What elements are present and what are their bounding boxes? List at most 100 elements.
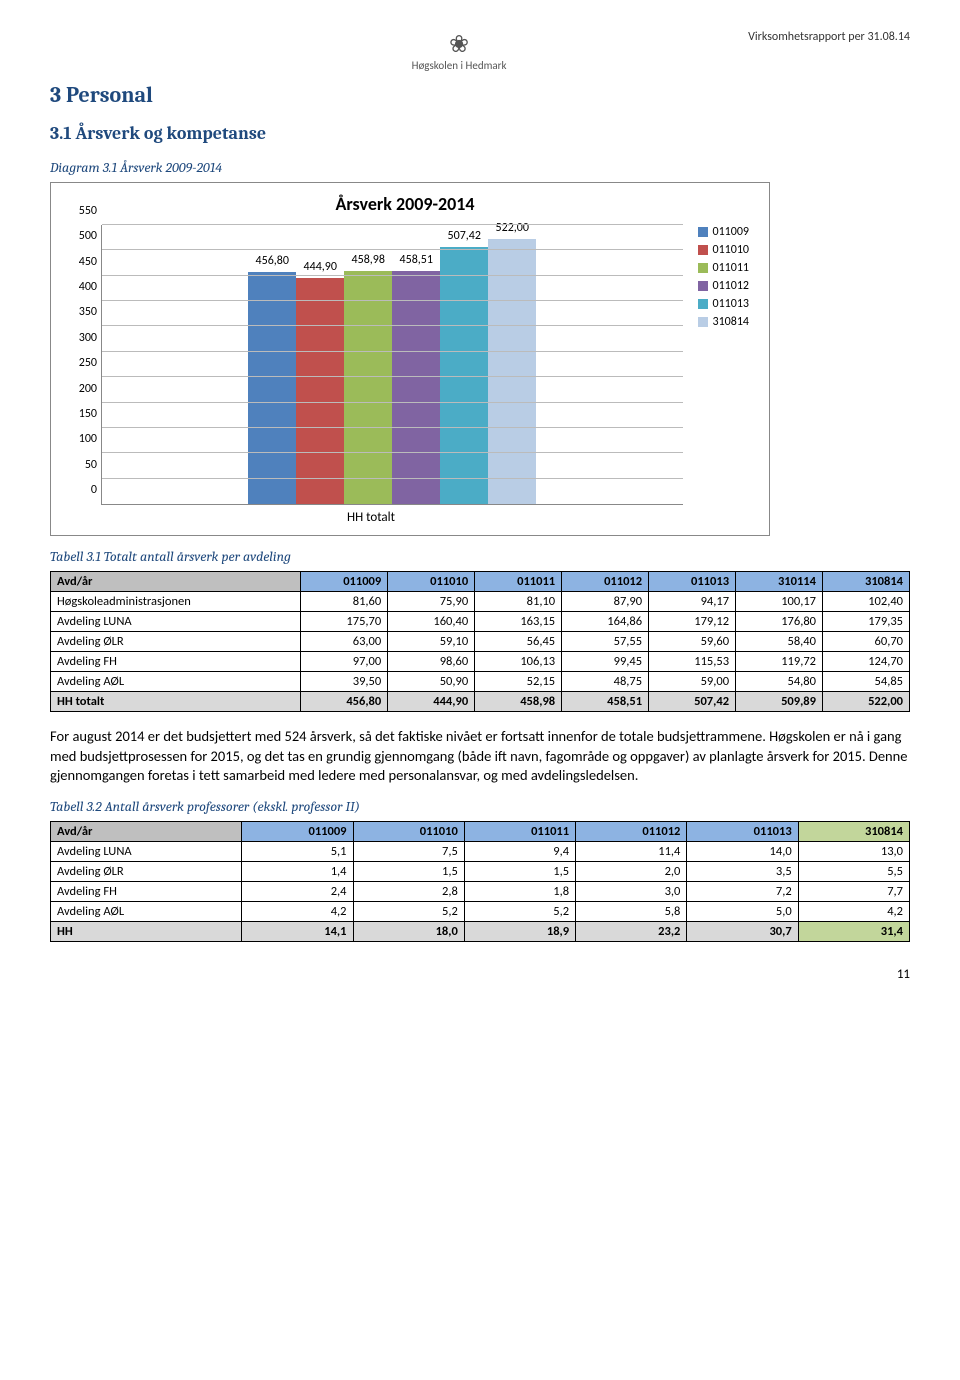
table-total-row: HH14,118,018,923,230,731,4 (51, 921, 910, 941)
table2-caption: Tabell 3.2 Antall årsverk professorer (e… (50, 798, 910, 815)
cell: 115,53 (649, 652, 736, 672)
total-cell: 18,9 (464, 921, 575, 941)
cell: 124,70 (822, 652, 909, 672)
total-label: HH (51, 921, 242, 941)
cell: 3,5 (687, 861, 798, 881)
cell: 1,5 (464, 861, 575, 881)
bar-value-label: 444,90 (304, 260, 337, 274)
cell: 5,1 (242, 841, 353, 861)
bar: 458,98 (344, 271, 392, 504)
cell: 4,2 (242, 901, 353, 921)
cell: 59,60 (649, 632, 736, 652)
table-column-header: 011009 (242, 821, 353, 841)
report-date: Virksomhetsrapport per 31.08.14 (748, 30, 910, 44)
legend-item: 011010 (698, 243, 750, 257)
total-cell: 507,42 (649, 692, 736, 712)
page-header: ❀ Høgskolen i Hedmark Virksomhetsrapport… (50, 30, 910, 72)
chart-plot: 456,80444,90458,98458,51507,42522,00 050… (101, 225, 683, 505)
chart-title: Årsverk 2009-2014 (61, 193, 749, 215)
legend-item: 011011 (698, 261, 750, 275)
cell: 1,5 (353, 861, 464, 881)
cell: 2,0 (576, 861, 687, 881)
cell: 102,40 (822, 592, 909, 612)
cell: 97,00 (301, 652, 388, 672)
cell: 106,13 (475, 652, 562, 672)
total-cell: 458,51 (562, 692, 649, 712)
legend-label: 011009 (713, 225, 750, 239)
y-tick-label: 200 (67, 382, 97, 396)
table-column-header: 310814 (822, 572, 909, 592)
cell: 63,00 (301, 632, 388, 652)
total-cell: 456,80 (301, 692, 388, 712)
cell: 9,4 (464, 841, 575, 861)
table-header-label: Avd/år (51, 572, 301, 592)
total-cell: 14,1 (242, 921, 353, 941)
cell: 59,00 (649, 672, 736, 692)
cell: 59,10 (388, 632, 475, 652)
row-label: Avdeling FH (51, 652, 301, 672)
row-label: Avdeling ØLR (51, 861, 242, 881)
total-cell: 23,2 (576, 921, 687, 941)
cell: 7,2 (687, 881, 798, 901)
logo-text: Høgskolen i Hedmark (170, 59, 748, 72)
legend-swatch (698, 263, 708, 273)
table-column-header: 011012 (576, 821, 687, 841)
table-row: Avdeling ØLR1,41,51,52,03,55,5 (51, 861, 910, 881)
bar: 458,51 (392, 271, 440, 504)
table-column-header: 011013 (687, 821, 798, 841)
chart-caption: Diagram 3.1 Årsverk 2009-2014 (50, 159, 910, 176)
cell: 2,4 (242, 881, 353, 901)
legend-item: 011012 (698, 279, 750, 293)
chart-container: Årsverk 2009-2014 456,80444,90458,98458,… (50, 182, 770, 536)
cell: 175,70 (301, 612, 388, 632)
table-column-header: 310114 (736, 572, 823, 592)
cell: 14,0 (687, 841, 798, 861)
table-row: Avdeling FH97,0098,60106,1399,45115,5311… (51, 652, 910, 672)
row-label: Avdeling AØL (51, 672, 301, 692)
table-row: Avdeling ØLR63,0059,1056,4557,5559,6058,… (51, 632, 910, 652)
cell: 39,50 (301, 672, 388, 692)
table-total-row: HH totalt456,80444,90458,98458,51507,425… (51, 692, 910, 712)
legend-label: 011012 (713, 279, 750, 293)
chart-x-label: HH totalt (101, 510, 641, 525)
row-label: Høgskoleadministrasjonen (51, 592, 301, 612)
cell: 1,4 (242, 861, 353, 881)
cell: 58,40 (736, 632, 823, 652)
legend-label: 011013 (713, 297, 750, 311)
cell: 179,35 (822, 612, 909, 632)
y-tick-label: 450 (67, 255, 97, 269)
legend-label: 310814 (713, 315, 750, 329)
cell: 5,8 (576, 901, 687, 921)
legend-label: 011011 (713, 261, 750, 275)
table-column-header: 011009 (301, 572, 388, 592)
subsection-heading: 3.1 Årsverk og kompetanse (50, 123, 910, 144)
y-tick-label: 50 (67, 458, 97, 472)
y-tick-label: 300 (67, 331, 97, 345)
row-label: Avdeling ØLR (51, 632, 301, 652)
cell: 81,60 (301, 592, 388, 612)
table-row: Avdeling LUNA5,17,59,411,414,013,0 (51, 841, 910, 861)
legend-swatch (698, 245, 708, 255)
logo: ❀ Høgskolen i Hedmark (170, 30, 748, 72)
cell: 50,90 (388, 672, 475, 692)
table-column-header: 011011 (464, 821, 575, 841)
logo-icon: ❀ (170, 30, 748, 59)
cell: 75,90 (388, 592, 475, 612)
cell: 163,15 (475, 612, 562, 632)
total-cell: 18,0 (353, 921, 464, 941)
cell: 52,15 (475, 672, 562, 692)
row-label: Avdeling LUNA (51, 612, 301, 632)
y-tick-label: 550 (67, 204, 97, 218)
bar: 444,90 (296, 278, 344, 504)
legend-item: 310814 (698, 315, 750, 329)
table-column-header: 011013 (649, 572, 736, 592)
cell: 54,80 (736, 672, 823, 692)
cell: 5,2 (464, 901, 575, 921)
cell: 56,45 (475, 632, 562, 652)
cell: 176,80 (736, 612, 823, 632)
total-cell: 458,98 (475, 692, 562, 712)
total-cell: 30,7 (687, 921, 798, 941)
y-tick-label: 250 (67, 356, 97, 370)
table-row: Avdeling FH2,42,81,83,07,27,7 (51, 881, 910, 901)
total-cell: 31,4 (798, 921, 909, 941)
